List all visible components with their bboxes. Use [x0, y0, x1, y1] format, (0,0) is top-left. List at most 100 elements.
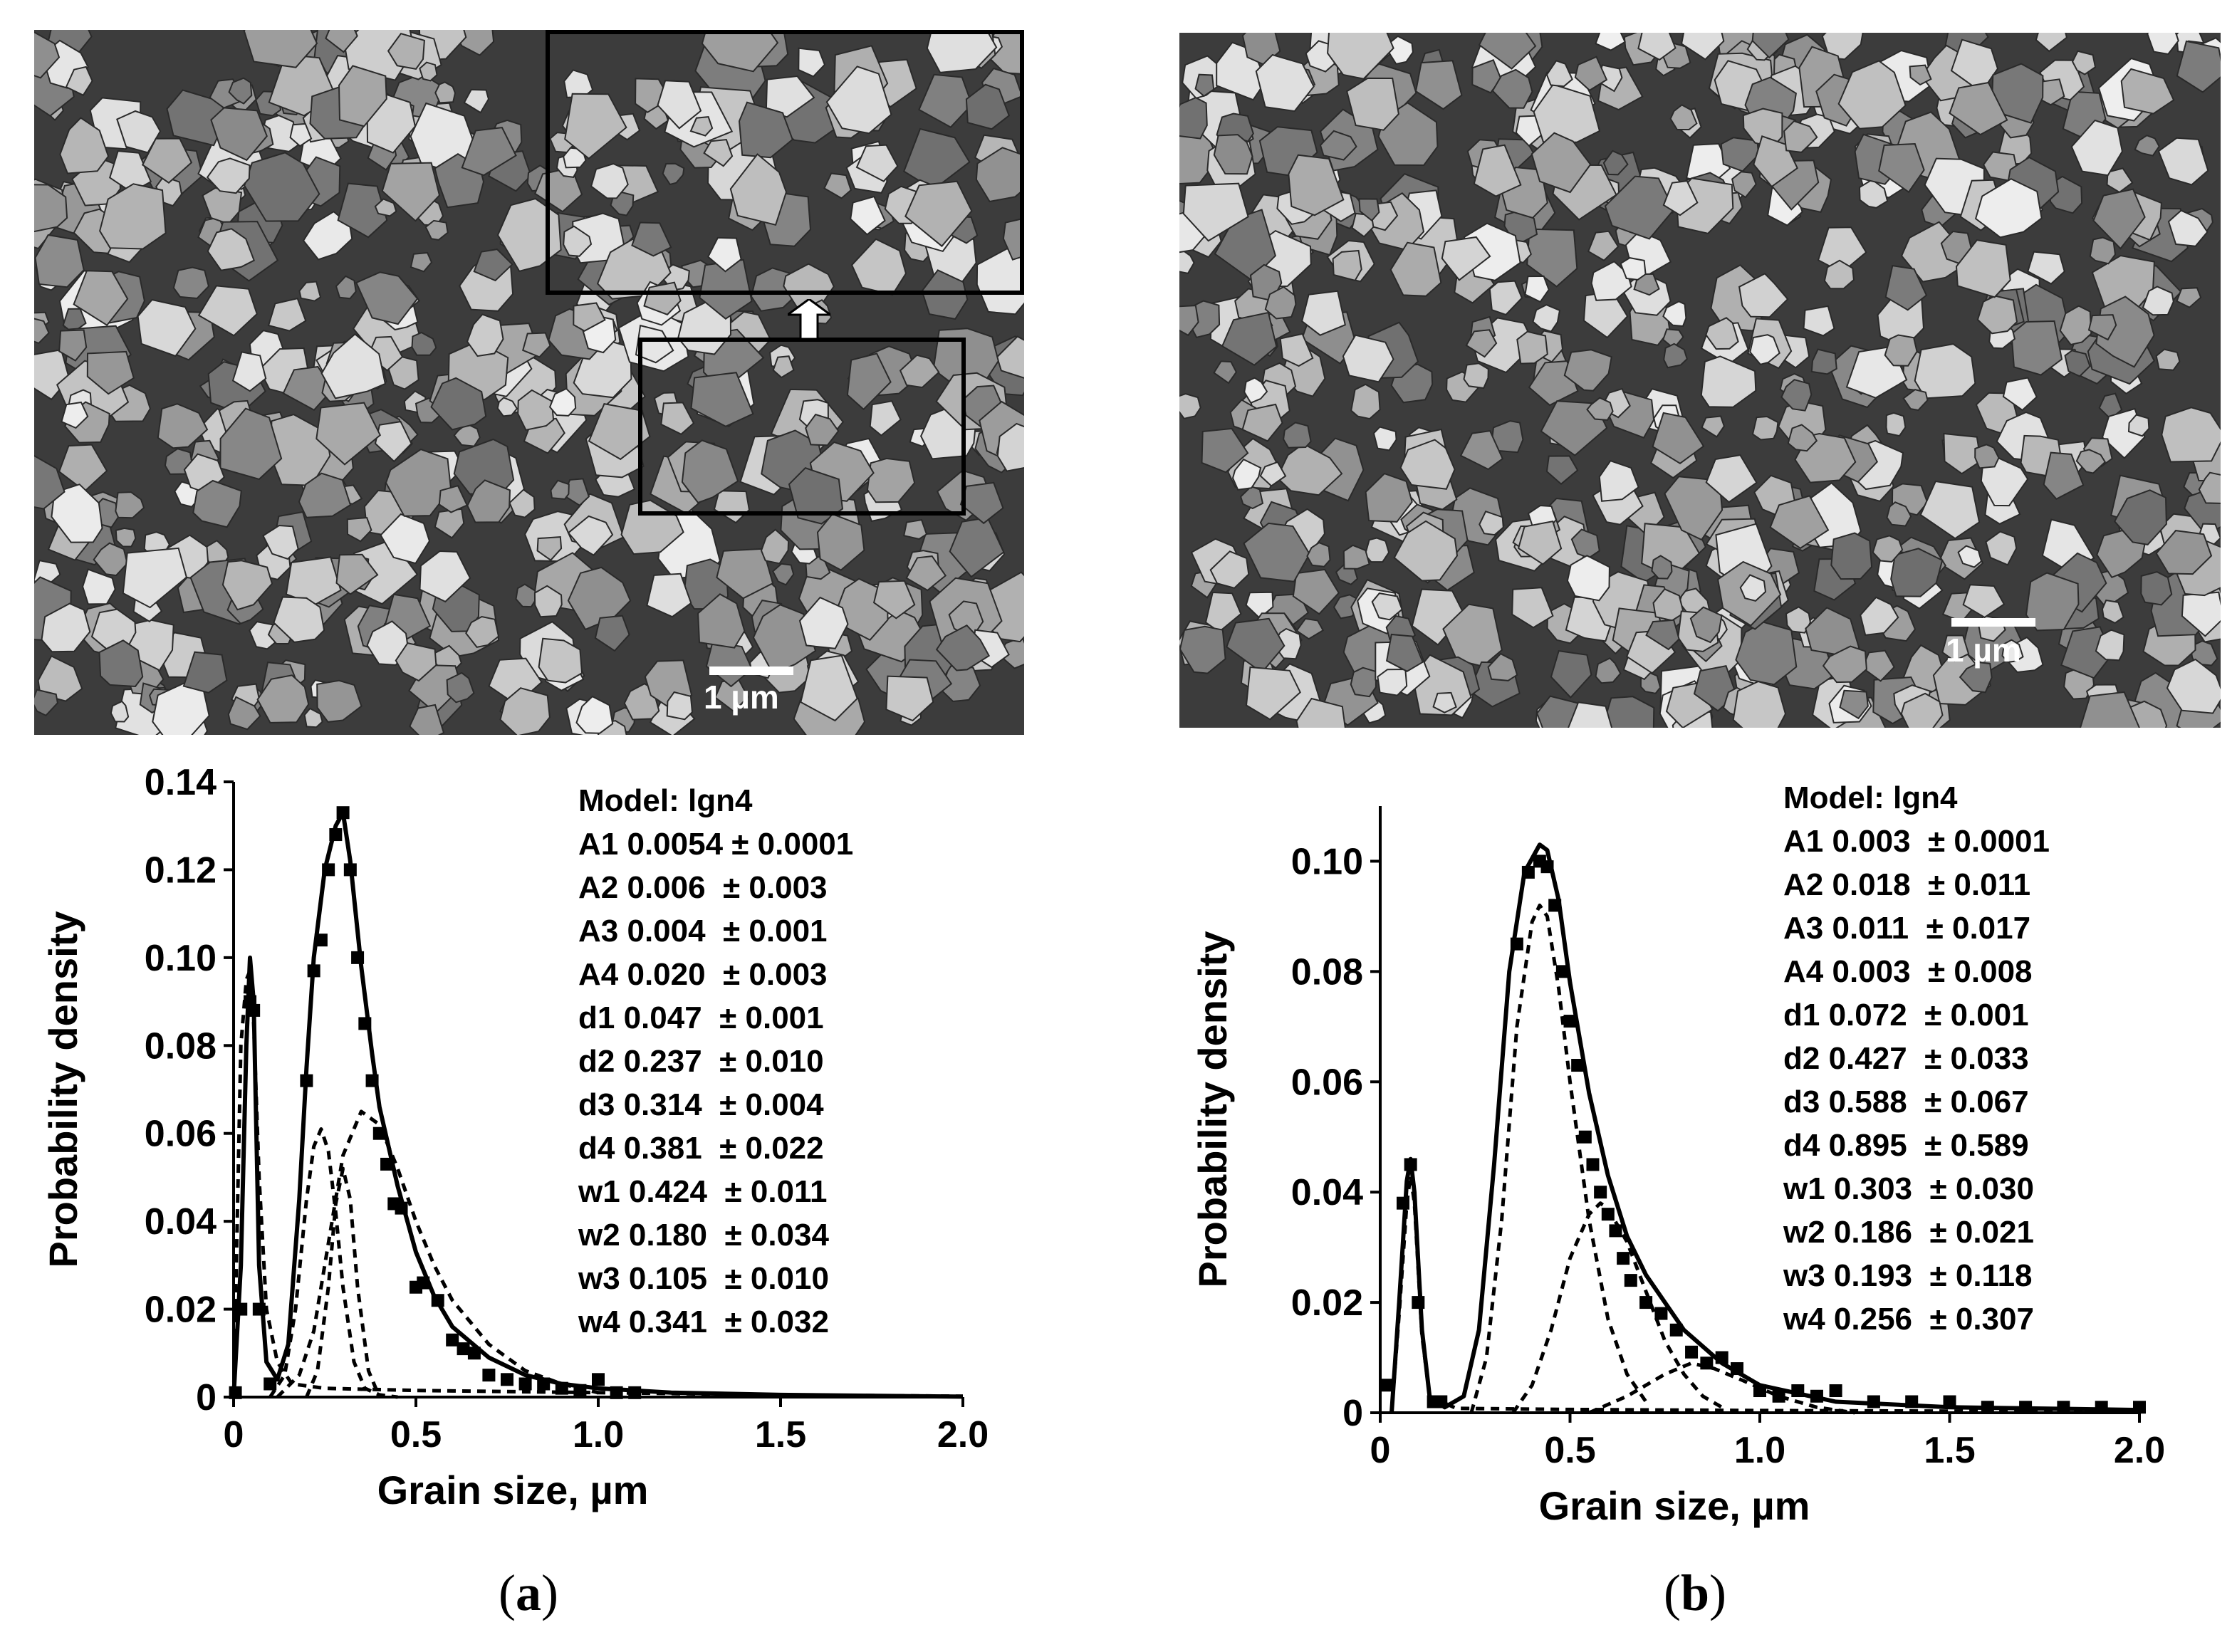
- grain: [2176, 287, 2202, 308]
- model-param: w3 0.193 ± 0.118: [1783, 1258, 2033, 1293]
- grain: [2166, 658, 2221, 714]
- grain: [73, 270, 129, 327]
- grain: [1432, 691, 1457, 713]
- grain: [590, 162, 629, 199]
- grain: [805, 413, 840, 446]
- model-param: d4 0.381 ± 0.022: [578, 1131, 824, 1166]
- grain: [82, 568, 116, 605]
- grain: [1213, 134, 1253, 175]
- data-point: [1381, 1379, 1394, 1392]
- grain: [996, 422, 1024, 472]
- grain: [855, 144, 899, 182]
- model-param: w2 0.186 ± 0.021: [1783, 1215, 2034, 1250]
- grain: [1393, 520, 1459, 582]
- grain: [34, 454, 66, 510]
- grain: [1823, 259, 1855, 290]
- grain: [1976, 295, 2018, 335]
- grain: [1830, 532, 1873, 580]
- grain: [1909, 64, 1932, 86]
- x-tick-label: 2.0: [2114, 1430, 2165, 1471]
- grain: [335, 275, 357, 300]
- grain: [564, 93, 627, 160]
- y-tick-label: 0: [1342, 1393, 1363, 1434]
- grain: [58, 444, 108, 493]
- grain: [2181, 591, 2221, 637]
- y-tick-label: 0.06: [145, 1114, 217, 1155]
- data-point: [501, 1373, 513, 1386]
- grain: [1231, 458, 1262, 491]
- data-point: [1555, 965, 1569, 978]
- grain: [1295, 617, 1325, 640]
- grain: [2142, 286, 2174, 316]
- data-point: [1624, 1274, 1637, 1287]
- grain: [1602, 150, 1629, 176]
- grain: [1980, 457, 2029, 507]
- grain: [899, 354, 940, 389]
- model-param: d2 0.237 ± 0.010: [578, 1044, 824, 1079]
- grain: [410, 251, 433, 273]
- grain: [221, 560, 273, 611]
- grain: [1604, 175, 1675, 240]
- grain: [1279, 333, 1314, 367]
- grain: [2146, 33, 2179, 56]
- model-param: d1 0.072 ± 0.001: [1783, 998, 2029, 1032]
- grain: [1568, 701, 1613, 728]
- y-tick-label: 0.08: [1291, 951, 1363, 993]
- grain: [800, 654, 858, 722]
- grain: [1839, 689, 1869, 720]
- grain: [2155, 530, 2213, 575]
- grain: [976, 248, 1024, 315]
- scale-bar-label-b: 1 µm: [1946, 632, 2021, 669]
- grain: [2101, 599, 2124, 624]
- grain: [227, 696, 261, 731]
- grain: [515, 583, 537, 608]
- grain: [1221, 311, 1278, 366]
- grain: [463, 88, 490, 114]
- model-param: A2 0.018 ± 0.011: [1783, 867, 2031, 902]
- grain: [521, 332, 551, 358]
- grain: [575, 695, 614, 734]
- grain: [1488, 280, 1523, 316]
- grain: [1598, 460, 1639, 502]
- grain: [2167, 209, 2209, 247]
- data-point: [1829, 1384, 1842, 1398]
- grain: [1264, 286, 1297, 320]
- grain: [1900, 692, 1944, 728]
- grain: [1545, 455, 1579, 486]
- scale-bar-b: [1951, 618, 2035, 627]
- y-tick-label: 0: [196, 1377, 217, 1418]
- component-curve: [1469, 903, 1648, 1413]
- grain: [1566, 555, 1610, 602]
- data-point: [1700, 1356, 1714, 1370]
- grain: [1974, 178, 2043, 239]
- grain: [2059, 305, 2092, 346]
- grain: [1179, 625, 1226, 674]
- grain: [1943, 432, 1982, 475]
- grain: [303, 707, 323, 728]
- grain: [738, 101, 793, 159]
- grain: [1241, 403, 1283, 442]
- grain: [1620, 257, 1647, 281]
- x-tick-label: 0.5: [390, 1414, 442, 1455]
- grain: [256, 674, 310, 723]
- grain: [122, 547, 188, 609]
- grain: [697, 593, 746, 649]
- grain: [409, 704, 445, 735]
- grain: [34, 184, 68, 233]
- data-point: [482, 1369, 496, 1382]
- grain: [533, 585, 563, 618]
- grain: [51, 483, 103, 543]
- grain: [2157, 137, 2209, 186]
- grain: [701, 30, 779, 73]
- grain: [1295, 697, 1346, 728]
- grain: [846, 352, 892, 411]
- grain: [34, 318, 50, 345]
- grain: [197, 285, 258, 337]
- grain: [690, 372, 754, 427]
- grain: [707, 236, 742, 273]
- model-param: w4 0.341 ± 0.032: [578, 1305, 829, 1339]
- grain: [1735, 621, 1798, 686]
- grain: [1459, 430, 1504, 471]
- grain: [1985, 530, 2018, 566]
- grain: [538, 637, 583, 684]
